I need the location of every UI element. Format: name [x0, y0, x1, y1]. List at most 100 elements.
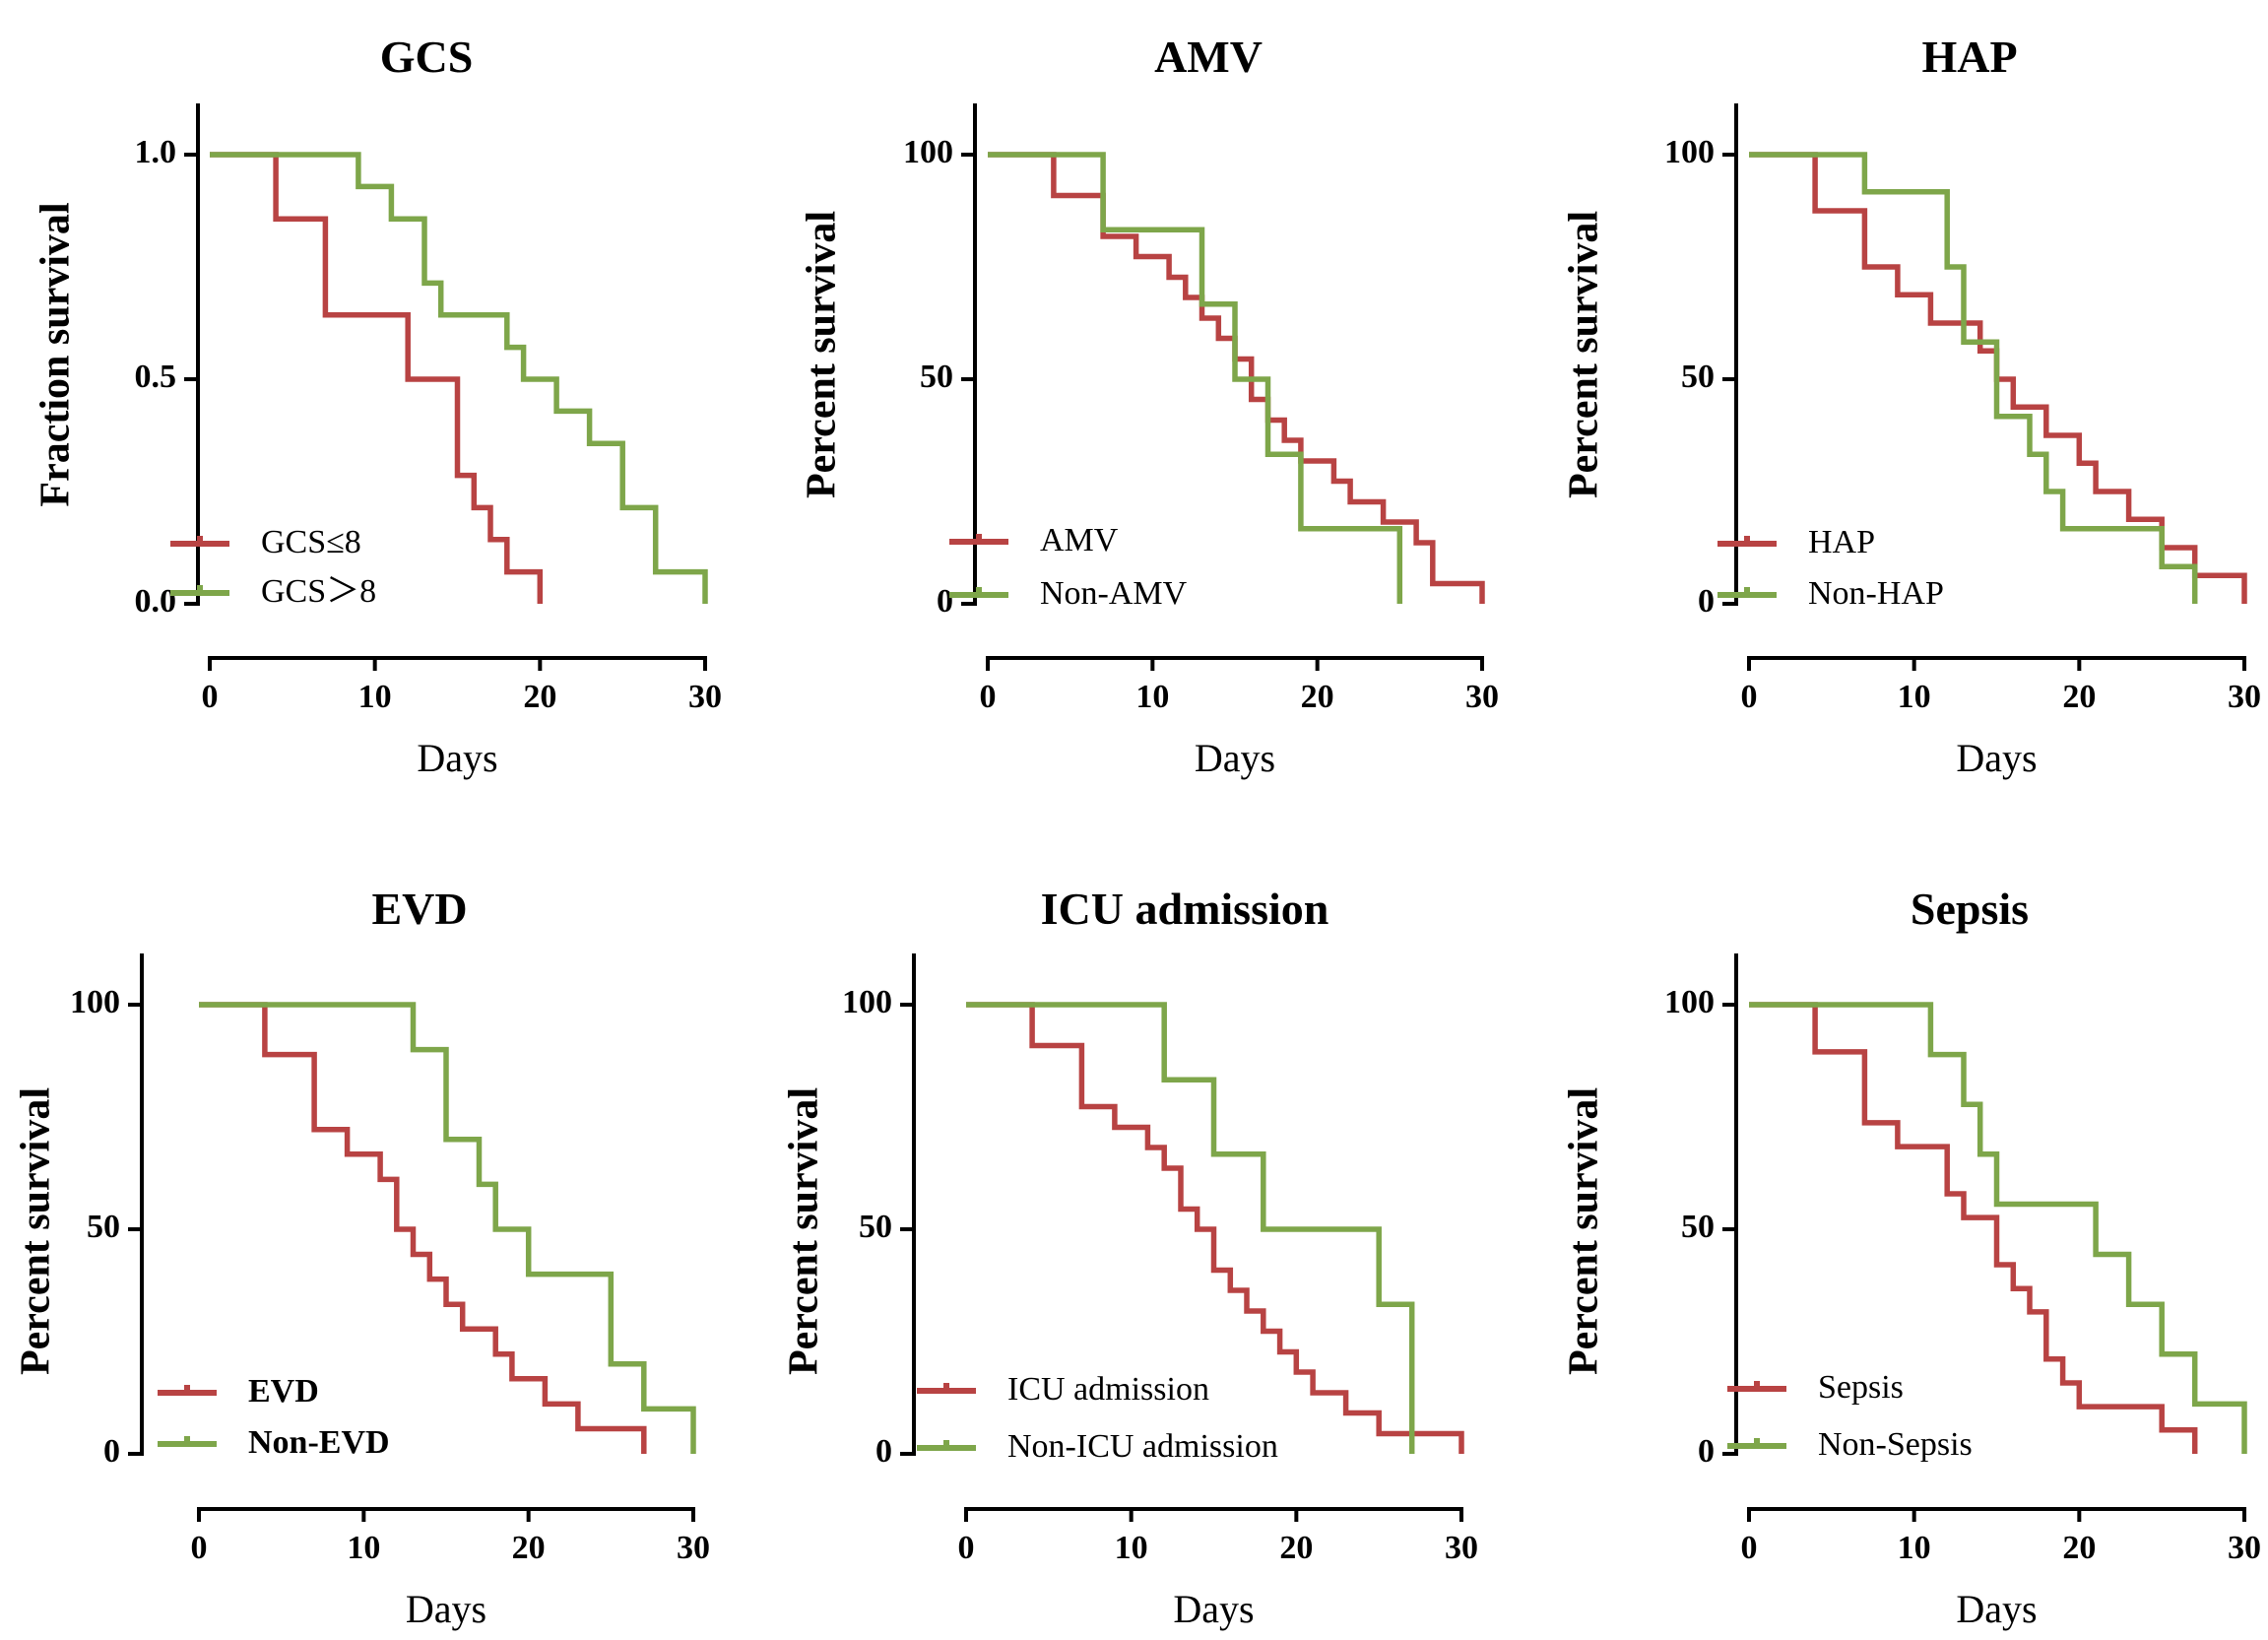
x-tick-label: 0	[202, 679, 219, 715]
legend-entry: ICU admission	[917, 1371, 1209, 1408]
y-tick-label: 0	[103, 1433, 120, 1470]
legend-label: EVD	[248, 1373, 319, 1410]
chart-panel-icu-admission: ICU admission Percent survival 0 50 100 0 10 20…	[782, 884, 1478, 1631]
legend-label: Non-ICU admission	[1007, 1428, 1278, 1465]
legend-label: Non-EVD	[248, 1424, 390, 1461]
survival-curve-reference	[988, 152, 1403, 604]
x-tick-label: 30	[1445, 1530, 1478, 1566]
x-tick-label: 0	[958, 1530, 975, 1566]
chart-panel-evd: EVD Percent survival 0 50 100 0 10 20 30 Days EVD N…	[14, 884, 710, 1631]
legend-label: HAP	[1808, 524, 1875, 560]
chart-panel-amv: AMV Percent survival 0 50 100 0 10 20 30 Days AMV N…	[800, 32, 1499, 780]
legend-label: Sepsis	[1818, 1369, 1904, 1406]
survival-curve-reference	[1749, 1002, 2247, 1454]
x-tick-label: 30	[677, 1530, 710, 1566]
x-tick-label: 20	[523, 679, 556, 715]
legend-label: ICU admission	[1007, 1371, 1209, 1408]
chart-title: EVD	[371, 884, 467, 934]
x-tick-label: 20	[2062, 679, 2096, 715]
x-tick-label: 0	[1741, 1530, 1758, 1566]
survival-curve-group	[988, 152, 1485, 604]
y-tick-label: 50	[859, 1209, 892, 1245]
legend-entry: Non-HAP	[1717, 575, 1944, 612]
survival-curve-group	[966, 1002, 1464, 1454]
x-tick-label: 20	[512, 1530, 546, 1566]
legend-entry: GCS≤8	[170, 524, 361, 560]
x-tick-label: 30	[2228, 679, 2261, 715]
legend-entry: Sepsis	[1727, 1369, 1904, 1406]
survival-curve-reference	[199, 1002, 696, 1454]
survival-curve-reference	[210, 152, 708, 604]
chart-title: AMV	[1154, 32, 1263, 82]
y-tick-label: 100	[1664, 134, 1715, 170]
y-axis-label: Percent survival	[1562, 211, 1607, 498]
survival-curve-group	[199, 1002, 647, 1454]
x-axis-label: Days	[417, 736, 497, 780]
legend-label: Non-Sepsis	[1818, 1426, 1973, 1463]
x-tick-label: 0	[980, 679, 997, 715]
x-tick-label: 10	[358, 679, 392, 715]
legend-entry: Non-EVD	[158, 1424, 390, 1461]
x-tick-label: 30	[1465, 679, 1499, 715]
y-tick-label: 50	[1681, 359, 1715, 395]
x-axis-label: Days	[1195, 736, 1275, 780]
legend-entry: Non-AMV	[949, 575, 1188, 612]
chart-title: Sepsis	[1911, 884, 2029, 934]
y-tick-label: 0.5	[135, 359, 177, 395]
legend-label: Non-HAP	[1808, 575, 1944, 612]
legend-entry: EVD	[158, 1373, 319, 1410]
survival-curve-reference	[966, 1002, 1415, 1454]
chart-panel-gcs: GCS Fraction survival 0.0 0.5 1.0 0 10 20 30 Days…	[33, 32, 722, 780]
x-tick-label: 0	[1741, 679, 1758, 715]
survival-curve-group	[210, 152, 544, 604]
x-axis-label: Days	[1173, 1587, 1254, 1631]
legend-label: GCS≤8	[261, 524, 361, 560]
chart-panel-hap: HAP Percent survival 0 50 100 0 10 20 30 Days HAP N…	[1562, 32, 2261, 780]
x-tick-label: 30	[2228, 1530, 2261, 1566]
y-tick-label: 0	[1698, 583, 1715, 620]
y-tick-label: 100	[903, 134, 953, 170]
x-tick-label: 10	[1135, 679, 1169, 715]
y-tick-label: 0	[937, 583, 953, 620]
legend-label: Non-AMV	[1040, 575, 1188, 612]
x-tick-label: 10	[1898, 1530, 1931, 1566]
x-tick-label: 10	[1115, 1530, 1148, 1566]
y-tick-label: 50	[1681, 1209, 1715, 1245]
x-tick-label: 10	[347, 1530, 380, 1566]
y-tick-label: 100	[842, 984, 892, 1020]
legend-label: AMV	[1040, 522, 1119, 558]
y-tick-label: 0	[875, 1433, 892, 1470]
x-tick-label: 20	[1301, 679, 1334, 715]
survival-curve-reference	[1749, 152, 2198, 604]
chart-panel-sepsis: Sepsis Percent survival 0 50 100 0 10 20 30 Days S…	[1562, 884, 2261, 1631]
y-axis-label: Percent survival	[14, 1087, 59, 1375]
y-tick-label: 50	[920, 359, 953, 395]
chart-title: GCS	[380, 32, 474, 82]
y-tick-label: 1.0	[135, 134, 177, 170]
legend-label: GCS＞8	[261, 573, 376, 610]
chart-title: HAP	[1921, 32, 2017, 82]
y-axis-label: Percent survival	[800, 211, 845, 498]
y-tick-label: 100	[1664, 984, 1715, 1020]
legend-entry: Non-Sepsis	[1727, 1426, 1973, 1463]
legend-entry: GCS＞8	[170, 573, 376, 610]
x-tick-label: 0	[191, 1530, 208, 1566]
legend-entry: HAP	[1717, 524, 1875, 560]
survival-curve-group	[1749, 1002, 2198, 1454]
x-tick-label: 10	[1898, 679, 1931, 715]
x-axis-label: Days	[1956, 736, 2037, 780]
y-axis-label: Fraction survival	[33, 202, 79, 506]
legend-entry: Non-ICU admission	[917, 1428, 1278, 1465]
y-axis-label: Percent survival	[782, 1087, 827, 1375]
y-tick-label: 0.0	[135, 583, 177, 620]
x-tick-label: 20	[2062, 1530, 2096, 1566]
chart-title: ICU admission	[1041, 884, 1329, 934]
y-tick-label: 50	[87, 1209, 120, 1245]
x-axis-label: Days	[406, 1587, 486, 1631]
y-axis-label: Percent survival	[1562, 1087, 1607, 1375]
x-tick-label: 20	[1279, 1530, 1313, 1566]
y-tick-label: 0	[1698, 1433, 1715, 1470]
legend-entry: AMV	[949, 522, 1119, 558]
y-tick-label: 100	[70, 984, 120, 1020]
